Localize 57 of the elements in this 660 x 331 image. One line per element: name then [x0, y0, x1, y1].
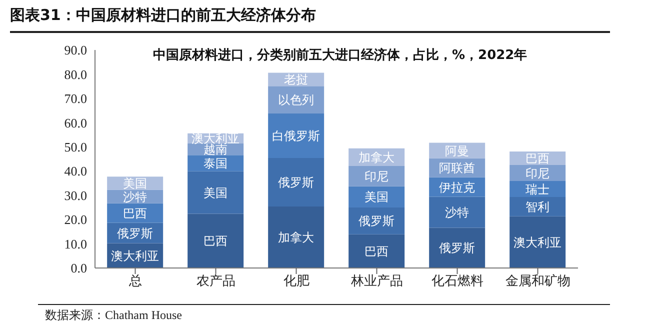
- y-tick-label: 50.0: [64, 140, 87, 155]
- y-tick-label: 70.0: [64, 91, 87, 106]
- y-tick-label: 30.0: [64, 188, 87, 203]
- data-label: 巴西: [123, 206, 148, 220]
- data-label: 以色列: [278, 93, 314, 108]
- data-label: 加拿大: [278, 230, 314, 244]
- bar: [510, 216, 566, 268]
- data-label: 澳大利亚: [111, 248, 160, 263]
- data-label: 伊拉克: [439, 180, 476, 194]
- data-label: 澳大利亚: [514, 235, 562, 250]
- data-label: 巴西: [204, 234, 228, 248]
- y-tick-label: 80.0: [64, 66, 87, 82]
- y-tick-label: 60.0: [64, 115, 87, 130]
- data-label: 俄罗斯: [358, 214, 395, 228]
- data-label: 印尼: [364, 169, 389, 184]
- data-label: 印尼: [526, 166, 550, 180]
- data-label: 美国: [364, 190, 389, 204]
- data-label: 阿曼: [445, 144, 470, 158]
- bar: [268, 206, 324, 268]
- data-label: 沙特: [123, 190, 148, 204]
- y-tick-label: 20.0: [64, 212, 87, 228]
- data-label: 美国: [204, 186, 228, 200]
- x-tick-label: 化石燃料: [431, 273, 484, 288]
- data-label: 俄罗斯: [439, 241, 476, 256]
- y-tick-label: 90.0: [64, 42, 87, 58]
- bar: [348, 166, 405, 186]
- x-tick-label: 化肥: [283, 273, 310, 288]
- bar: [188, 171, 244, 214]
- bar: [188, 214, 244, 268]
- data-label: 泰国: [204, 156, 228, 170]
- x-tick-label: 金属和矿物: [505, 273, 570, 288]
- y-tick-label: 0.0: [70, 260, 87, 276]
- bar: [268, 158, 324, 206]
- data-label: 俄罗斯: [117, 226, 154, 240]
- source-note: 数据来源：Chatham House: [45, 307, 182, 324]
- data-label: 老挝: [284, 72, 308, 87]
- data-label: 加拿大: [358, 150, 395, 164]
- data-label: 沙特: [445, 206, 470, 220]
- data-label: 越南: [204, 142, 228, 157]
- data-label: 瑞士: [526, 182, 550, 196]
- data-label: 巴西: [526, 152, 550, 166]
- x-tick-label: 林业产品: [350, 273, 403, 288]
- data-label: 巴西: [364, 244, 389, 258]
- data-label: 白俄罗斯: [272, 129, 320, 144]
- data-label: 美国: [123, 176, 148, 190]
- bar: [348, 234, 405, 268]
- chart-title: 图表31：中国原材料进口的前五大经济体分布: [10, 6, 316, 25]
- chart-subtitle: 中国原材料进口，分类别前五大进口经济体，占比，%，2022年: [153, 46, 528, 64]
- y-tick-label: 40.0: [64, 164, 87, 179]
- data-label: 阿联酋: [439, 161, 476, 176]
- y-tick-label: 10.0: [64, 236, 87, 252]
- data-label: 智利: [526, 200, 550, 214]
- x-tick-label: 农产品: [196, 273, 236, 288]
- bar: [268, 113, 324, 158]
- x-tick-label: 总: [128, 273, 142, 288]
- bar: [429, 196, 486, 228]
- data-label: 俄罗斯: [278, 176, 314, 190]
